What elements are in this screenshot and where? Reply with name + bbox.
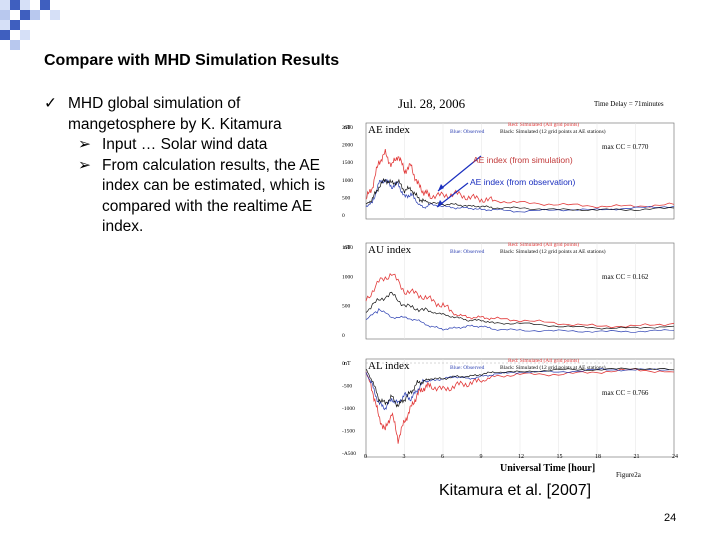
series-line-simulated-12 — [365, 367, 675, 408]
y-tick-label: 1500 — [342, 245, 353, 251]
y-tick-label: -A500 — [342, 451, 356, 457]
max-cc-label: max CC = 0.770 — [602, 143, 649, 151]
legend-blue: Blue: Observed — [450, 249, 485, 255]
corner-decoration — [0, 0, 60, 50]
x-tick-label: 6 — [441, 454, 444, 460]
y-tick-label: 1000 — [342, 274, 353, 280]
x-tick-label: 24 — [672, 454, 678, 460]
check-icon: ✓ — [44, 95, 57, 112]
y-tick-label: 1000 — [342, 178, 353, 184]
max-cc-label: max CC = 0.162 — [602, 273, 649, 281]
sub-bullet-item: ➢ Input … Solar wind data — [44, 135, 344, 156]
figure-label: Figure2a — [616, 471, 642, 479]
legend-blue: Blue: Observed — [450, 365, 485, 371]
annotation-arrow-sim — [437, 155, 482, 192]
unit-label: nT — [344, 245, 351, 251]
arrow-bullet-icon: ➢ — [78, 156, 91, 174]
panel-title: AL index — [368, 360, 410, 372]
panel-al-index: AL index nT Red: Simulated (All grid point… — [342, 357, 675, 458]
sub-bullet-item: ➢ From calculation results, the AE index… — [44, 156, 344, 238]
x-tick-label: 15 — [557, 454, 563, 460]
sub-bullet-text: Input … Solar wind data — [102, 136, 268, 153]
annotation-arrowhead-obs — [437, 200, 443, 207]
series-line-simulated-all — [365, 368, 675, 444]
x-axis-label: Universal Time [hour] — [500, 463, 595, 474]
x-tick-label: 0 — [364, 454, 367, 460]
figure-caption: Kitamura et al. [2007] — [439, 482, 592, 499]
legend-red: Red: Simulated (All grid points) — [508, 121, 579, 128]
annotation-arrowhead-sim — [438, 184, 444, 191]
series-line-simulated-all — [365, 149, 675, 209]
x-tick-label: 3 — [403, 454, 406, 460]
max-cc-label: max CC = 0.766 — [602, 389, 649, 397]
annotation-obs: AE index (from observation) — [470, 177, 576, 187]
page-number: 24 — [664, 512, 677, 524]
legend-red: Red: Simulated (All grid points) — [508, 357, 579, 364]
panel-ae-index: AE index nT Red: Simulated (All grid point… — [342, 121, 675, 220]
bullet-list: ✓ MHD global simulation of mangetosphere… — [44, 94, 344, 238]
x-tick-label: 21 — [634, 454, 640, 460]
annotation-sim: AE index (from simulation) — [473, 155, 573, 165]
legend-red: Red: Simulated (All grid points) — [508, 241, 579, 248]
bullet-text: MHD global simulation of mangetosphere b… — [68, 95, 282, 133]
legend-black: Black: Simulated (12 grid points at AE s… — [500, 128, 606, 135]
y-tick-label: 500 — [342, 195, 351, 201]
y-tick-label: 2500 — [342, 125, 353, 131]
unit-label: nT — [344, 361, 351, 367]
x-tick-label: 9 — [480, 454, 483, 460]
y-tick-label: 2000 — [342, 143, 353, 149]
legend-black: Black: Simulated (12 grid points at AE s… — [500, 364, 606, 371]
panel-title: AU index — [368, 244, 412, 256]
x-tick-label: 12 — [518, 454, 524, 460]
y-tick-label: 0 — [342, 213, 345, 219]
y-tick-label: -1000 — [342, 406, 355, 412]
legend-blue: Blue: Observed — [450, 129, 485, 135]
bullet-item: ✓ MHD global simulation of mangetosphere… — [44, 94, 344, 135]
y-tick-label: 0 — [342, 361, 345, 367]
y-tick-label: -500 — [342, 384, 352, 390]
panel-title: AE index — [368, 124, 410, 136]
series-line-observed — [365, 308, 675, 333]
unit-label: nT — [344, 125, 351, 131]
legend-black: Black: Simulated (12 grid points at AE s… — [500, 248, 606, 255]
series-line-simulated-12 — [365, 291, 675, 330]
series-line-simulated-12 — [365, 177, 675, 211]
y-tick-label: 0 — [342, 333, 345, 339]
y-tick-label: 1500 — [342, 160, 353, 166]
figure-date: Jul. 28, 2006 — [398, 96, 466, 111]
annotations: AE index (from simulation) AE index (fro… — [436, 155, 576, 208]
panel-au-index: AU index nT Red: Simulated (All grid point… — [342, 241, 675, 340]
time-delay-label: Time Delay = 71minutes — [594, 100, 664, 108]
series-line-simulated-all — [365, 273, 675, 329]
arrow-bullet-icon: ➢ — [78, 136, 91, 153]
x-tick-label: 18 — [595, 454, 601, 460]
sub-bullet-text: From calculation results, the AE index c… — [102, 156, 326, 236]
slide-title: Compare with MHD Simulation Results — [44, 52, 340, 69]
ae-index-figure: Jul. 28, 2006 Time Delay = 71minutes AE … — [340, 93, 690, 483]
y-tick-label: -1500 — [342, 429, 355, 435]
y-tick-label: 500 — [342, 304, 351, 310]
